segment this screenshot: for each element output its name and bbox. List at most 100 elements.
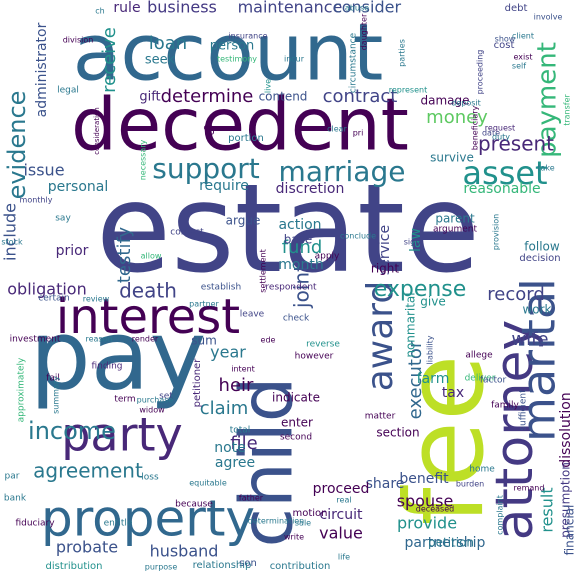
- word-nonmarital: nonmarital: [404, 292, 418, 357]
- word-record: record: [487, 284, 545, 305]
- word-file: file: [230, 433, 257, 454]
- word-provision: provision: [492, 214, 501, 250]
- word-factor: factor: [480, 376, 507, 386]
- word-request: request: [485, 124, 515, 133]
- word-child: child: [225, 377, 309, 548]
- word-ch: ch: [95, 7, 104, 16]
- word-testimony: testimony: [217, 55, 257, 64]
- word-say: say: [55, 214, 71, 224]
- word-business: business: [147, 0, 217, 17]
- word-cost: cost: [494, 40, 515, 51]
- word-follow: follow: [524, 240, 560, 254]
- word-discretion: discretion: [276, 181, 345, 197]
- word-law: law: [408, 228, 424, 252]
- word-take: take: [537, 164, 554, 173]
- word-petitioner: petitioner: [192, 358, 203, 408]
- word-contract: contract: [323, 86, 398, 107]
- word-action: action: [278, 217, 321, 233]
- word-fee: fee: [383, 355, 508, 526]
- word-necessary: necessary: [139, 139, 148, 180]
- word-presumption: presumption: [559, 462, 573, 538]
- word-legal: legal: [57, 86, 79, 96]
- word-proceeding: proceeding: [476, 50, 485, 95]
- word-financial: financial: [563, 505, 576, 556]
- word-client: client: [512, 32, 534, 41]
- word-division: division: [63, 36, 94, 45]
- word-fiduciary: fiduciary: [15, 519, 55, 529]
- word-set: set: [159, 392, 173, 402]
- word-year: year: [210, 343, 246, 362]
- word-leave: leave: [240, 310, 265, 320]
- word-dissolution: dissolution: [558, 392, 574, 468]
- word-home: home: [469, 465, 495, 475]
- word-sufficient: sufficient: [519, 389, 529, 431]
- word-party: party: [61, 408, 183, 462]
- word-stock: stock: [1, 238, 23, 247]
- word-prior: prior: [56, 243, 89, 259]
- word-note: note: [214, 440, 246, 456]
- word-agree: agree: [215, 455, 255, 471]
- word-intent: intent: [231, 365, 255, 374]
- word-estate: estate: [96, 158, 480, 300]
- word-enter: enter: [281, 416, 313, 430]
- word-give: give: [420, 295, 445, 309]
- word-interest: interest: [56, 289, 240, 345]
- word-seek: seek: [145, 53, 176, 68]
- word-sum: sum: [191, 334, 217, 348]
- word-complaint: complaint: [496, 495, 505, 535]
- word-conclude: conclude: [340, 232, 376, 241]
- word-sale: sale: [295, 519, 311, 528]
- word-beneficiary: beneficiary: [471, 105, 480, 150]
- word-deliver: deliver: [465, 374, 496, 384]
- word-father: father: [239, 494, 264, 503]
- word-bank: bank: [4, 494, 27, 504]
- word-certain: certain: [38, 294, 69, 304]
- word-reasonable: reasonable: [463, 181, 540, 197]
- word-obligation: obligation: [7, 280, 86, 299]
- word-spouse: spouse: [397, 492, 454, 511]
- word-provide: provide: [397, 514, 457, 533]
- word-gift: gift: [139, 90, 160, 105]
- word-heir: heir: [219, 375, 254, 396]
- word-farm: farm: [417, 371, 450, 387]
- word-review: review: [83, 295, 110, 304]
- word-claim: claim: [200, 398, 248, 419]
- word-petition: petition: [428, 536, 474, 550]
- word-attorney: attorney: [485, 320, 545, 541]
- word-parties: parties: [398, 39, 407, 67]
- word-present: present: [478, 132, 554, 156]
- word-because: because: [175, 500, 213, 510]
- word-deposit: deposit: [451, 99, 481, 108]
- word-summary: summary: [52, 376, 61, 414]
- word-evidence: evidence: [3, 91, 31, 200]
- word-work: work: [522, 303, 551, 317]
- word-deceased: deceased: [416, 505, 454, 514]
- word-exist: exist: [513, 53, 532, 62]
- word-finding: finding: [91, 362, 122, 372]
- word-incur: incur: [284, 55, 305, 64]
- word-establish: establish: [201, 283, 241, 293]
- word-contend: contend: [259, 90, 308, 104]
- word-testify: testify: [114, 227, 135, 284]
- word-show: show: [495, 35, 516, 44]
- word-include: include: [1, 203, 20, 261]
- word-share: share: [366, 476, 405, 492]
- word-husband: husband: [150, 542, 219, 561]
- word-settlement: settlement: [259, 249, 268, 292]
- word-equitable: equitable: [189, 479, 227, 488]
- word-executor: executor: [405, 340, 426, 419]
- word-pri: pri: [353, 129, 364, 138]
- word-percent: %: [203, 124, 214, 138]
- word-second: second: [280, 433, 312, 443]
- word-rule: rule: [113, 0, 140, 16]
- word-determine: determine: [161, 86, 254, 107]
- word-joint: joint: [290, 264, 314, 309]
- word-right: right: [371, 262, 399, 276]
- word-contest: contest: [170, 228, 204, 238]
- word-determination: determination: [248, 517, 305, 526]
- word-daughter: daughter: [360, 13, 369, 50]
- word-self: self: [512, 62, 526, 71]
- word-contribution: contribution: [270, 561, 331, 572]
- word-date: date: [482, 129, 500, 138]
